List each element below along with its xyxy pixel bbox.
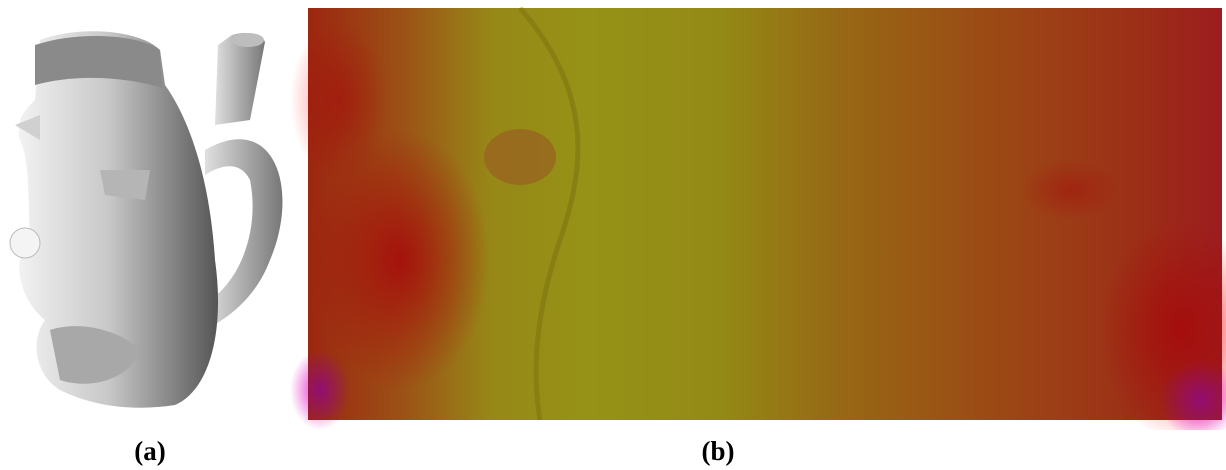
panel-caption: (a) [134, 436, 165, 467]
figure-page: (a) (b) (() => { const data = JSON.parse… [0, 0, 1226, 470]
figure-images [0, 0, 1226, 430]
elevation-map [290, 8, 1226, 430]
vessel-render [10, 31, 282, 407]
panel-caption: (b) [702, 436, 735, 467]
